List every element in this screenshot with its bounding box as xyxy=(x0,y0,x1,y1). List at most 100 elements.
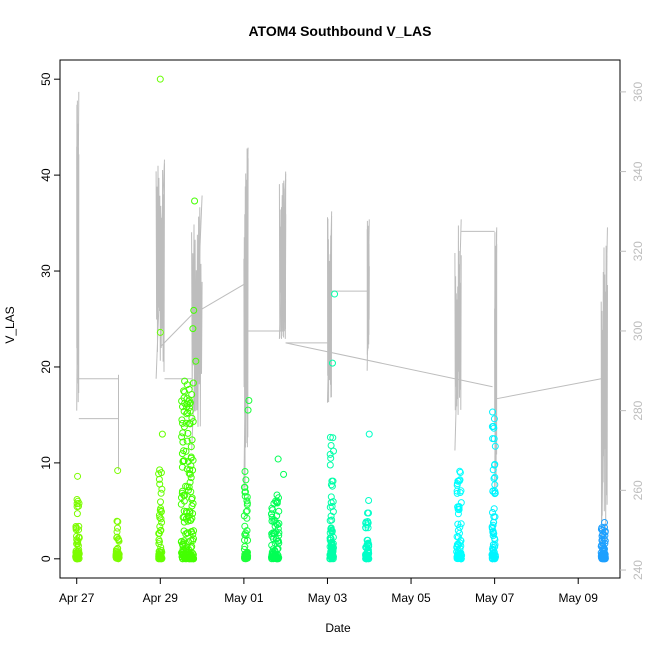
data-point xyxy=(157,508,165,516)
data-point xyxy=(365,497,373,504)
data-point xyxy=(457,499,465,507)
data-point xyxy=(157,515,165,523)
data-point xyxy=(243,551,251,559)
data-point xyxy=(270,530,278,538)
scatter-series xyxy=(72,75,609,563)
data-point xyxy=(72,553,80,561)
data-point xyxy=(364,519,372,527)
data-point xyxy=(184,429,192,437)
data-point xyxy=(456,469,464,476)
data-point xyxy=(189,379,197,387)
overlay-trace xyxy=(366,220,370,355)
data-point xyxy=(181,388,189,396)
data-point xyxy=(599,531,607,539)
data-point xyxy=(75,526,83,534)
data-point xyxy=(457,520,465,528)
data-point xyxy=(183,381,191,389)
chart-title: ATOM4 Southbound V_LAS xyxy=(248,23,431,39)
data-point xyxy=(75,502,82,510)
data-point xyxy=(453,533,461,541)
data-point xyxy=(488,523,496,531)
y-tick-label: 30 xyxy=(39,264,53,278)
overlay-segment xyxy=(285,342,493,388)
data-point xyxy=(489,422,497,430)
data-point xyxy=(273,499,281,507)
data-point xyxy=(241,522,249,530)
data-point xyxy=(454,510,462,518)
data-point xyxy=(364,540,372,548)
data-point xyxy=(491,461,498,469)
data-point xyxy=(75,522,83,530)
data-point xyxy=(242,532,250,539)
data-point xyxy=(182,447,190,455)
data-point xyxy=(186,470,194,478)
data-point xyxy=(598,526,606,534)
data-point xyxy=(326,450,334,458)
overlay-line-series xyxy=(76,91,608,551)
x-tick-label: May 03 xyxy=(308,591,348,605)
x-tick-label: May 07 xyxy=(475,591,515,605)
data-point xyxy=(327,454,335,462)
data-point xyxy=(268,510,275,518)
data-point xyxy=(328,477,336,485)
data-point xyxy=(189,325,197,333)
data-point xyxy=(186,407,194,415)
data-point xyxy=(244,536,252,544)
data-point xyxy=(269,555,277,563)
data-point xyxy=(74,550,82,558)
x-tick-label: May 05 xyxy=(391,591,431,605)
data-point xyxy=(241,483,249,491)
right-tick-label: 340 xyxy=(631,161,645,181)
data-point xyxy=(601,549,609,557)
data-point xyxy=(113,534,121,542)
x-tick-label: Apr 27 xyxy=(59,591,95,605)
right-tick-label: 260 xyxy=(631,480,645,500)
data-point xyxy=(180,423,188,431)
data-point xyxy=(185,538,192,546)
data-point xyxy=(455,550,463,558)
overlay-trace xyxy=(76,100,80,403)
data-point xyxy=(489,408,497,416)
data-point xyxy=(186,517,194,524)
data-point xyxy=(268,513,276,521)
data-point xyxy=(275,539,283,547)
data-point xyxy=(601,519,608,526)
data-point xyxy=(364,551,372,559)
data-point xyxy=(329,434,337,442)
data-point xyxy=(270,500,278,507)
data-point xyxy=(489,552,497,560)
data-point xyxy=(158,518,166,526)
data-point xyxy=(180,527,188,535)
data-point xyxy=(187,488,195,496)
data-point xyxy=(179,555,186,563)
data-point xyxy=(454,477,462,485)
data-point xyxy=(157,469,165,477)
data-point xyxy=(274,551,282,559)
x-tick-label: May 09 xyxy=(559,591,599,605)
data-point xyxy=(275,520,283,527)
data-point xyxy=(326,517,334,525)
data-point xyxy=(365,430,373,438)
data-point xyxy=(491,481,499,489)
right-tick-label: 240 xyxy=(631,560,645,580)
data-point xyxy=(179,513,187,521)
data-point xyxy=(158,430,166,438)
data-point xyxy=(326,461,334,469)
data-point xyxy=(490,529,498,537)
data-point xyxy=(489,487,497,495)
data-point xyxy=(268,554,276,561)
data-point xyxy=(187,551,195,559)
data-point xyxy=(180,497,188,505)
data-point xyxy=(185,469,193,477)
y-tick-label: 0 xyxy=(39,555,53,562)
data-point xyxy=(179,458,187,465)
data-point xyxy=(75,534,83,541)
data-point xyxy=(329,508,337,516)
data-point xyxy=(185,550,192,558)
data-point xyxy=(489,509,496,516)
data-point xyxy=(329,498,337,506)
data-point xyxy=(327,442,335,449)
y-tick-label: 40 xyxy=(39,168,53,182)
data-point xyxy=(114,524,121,532)
